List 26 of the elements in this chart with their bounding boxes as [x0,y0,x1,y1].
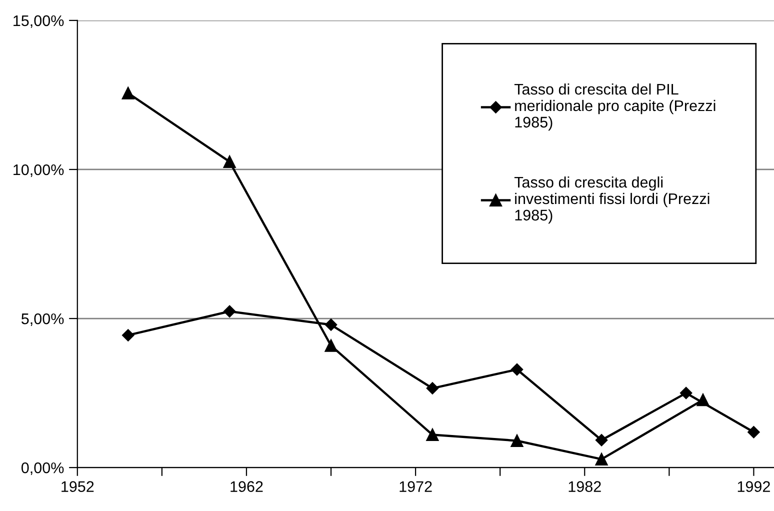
legend-label: Tasso di crescita del PIL meridionale pro capite (Prezzi 1985) [514,83,716,131]
point [510,363,524,376]
point [426,428,439,442]
point [122,329,134,342]
y-tick-label: 0,00% [21,462,64,476]
x-tick-label: 1952 [62,481,94,492]
point [223,305,236,318]
point [595,452,608,466]
x-tick-label: 1962 [230,481,263,492]
y-tick-label: 15,00% [14,15,64,28]
y-tick-label: 10,00% [14,164,64,177]
x-tick-label: 1992 [738,481,770,492]
x-tick-label: 1982 [568,481,601,492]
point [595,434,608,446]
y-tick-label: 5,00% [22,313,64,326]
point [426,382,439,394]
point [680,386,692,400]
point [510,434,524,447]
point [696,394,710,406]
point [324,339,338,352]
legend-label: Tasso di crescita degli investimenti fissi lordi (Prezzi 1985) [514,176,710,224]
point [223,155,236,168]
x-tick-label: 1972 [400,481,432,492]
point [122,86,134,100]
point [748,426,760,438]
point [324,318,338,331]
